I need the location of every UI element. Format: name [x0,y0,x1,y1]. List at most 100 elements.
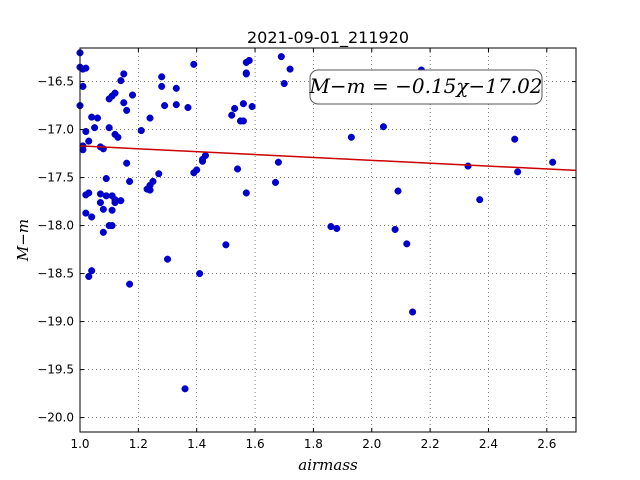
data-point [476,196,484,204]
data-point [128,91,137,99]
data-point [108,222,116,230]
data-point [120,70,128,78]
x-tick-label: 1.6 [246,437,265,451]
data-point [85,272,93,281]
data-point [514,168,522,176]
plot-background [80,48,576,432]
data-point [82,209,90,217]
data-point [79,146,87,154]
data-point [96,190,104,198]
annotation-text: M−m = −0.15χ−17.02 [308,74,542,98]
chart-title: 2021-09-01_211920 [247,28,409,48]
data-point [347,133,355,141]
ticks: 1.0 1.2 1.4 1.6 1.8 2.0 2.2 2.4 2.6 −16.5 −17.0 −17… [37,48,576,451]
data-point [117,77,125,85]
data-point [79,82,87,90]
data-point [196,270,204,278]
data-point [126,280,134,288]
data-point [99,228,107,236]
data-point [242,189,250,197]
data-point [228,111,236,119]
x-tick-label: 2.2 [421,437,440,451]
data-point [280,79,288,88]
data-point [391,225,399,233]
fit-line [79,145,577,172]
data-point [82,64,90,72]
x-tick-label: 1.0 [70,437,89,451]
data-point [82,191,90,199]
data-point [184,103,192,112]
x-tick-label: 1.8 [304,437,323,451]
data-point [105,124,113,132]
annotation-box [309,69,543,105]
data-point [158,73,166,81]
data-point [242,70,250,78]
data-point [88,213,96,221]
data-point [403,240,411,248]
x-axis-label: airmass [298,456,358,474]
data-point [239,100,247,108]
data-point [114,133,122,141]
x-tick-label: 1.2 [129,437,148,451]
x-tick-label: 2.0 [362,437,381,451]
data-point [123,106,131,114]
y-tick-label: −17.5 [37,171,74,185]
data-point [120,99,128,107]
plot-frame [79,47,577,433]
data-point [234,165,242,173]
y-tick-label: −17.0 [37,123,74,137]
data-point [172,101,180,109]
data-point [231,104,239,113]
data-point [286,65,294,73]
data-point [126,177,134,185]
data-point [108,192,116,200]
data-point [181,385,189,393]
data-point [161,102,169,110]
data-point [143,185,151,193]
data-point [239,117,247,125]
data-point [277,53,285,61]
data-point [222,241,230,249]
data-point [193,166,201,174]
data-point [137,127,145,135]
data-point [88,113,96,121]
data-point [464,162,472,170]
data-point [155,170,163,178]
fit-annotation: M−m = −0.15χ−17.02 [308,69,543,105]
data-point [163,255,172,263]
data-point [190,60,198,68]
data-point [108,206,116,214]
data-point [274,158,282,166]
y-tick-label: −16.5 [37,75,74,89]
x-tick-label: 2.4 [479,437,498,451]
plot-area: 1.0 1.2 1.4 1.6 1.8 2.0 2.2 2.4 2.6 −16.5 −17.0 −17… [37,47,577,451]
data-point [158,82,166,90]
data-point [172,84,180,92]
data-points [76,49,557,393]
data-point [198,157,207,165]
y-tick-label: −18.5 [37,267,74,281]
data-point [379,123,387,131]
data-point [93,114,102,122]
data-point [549,158,557,166]
y-tick-label: −18.0 [37,219,74,233]
y-axis-label: M−m [14,219,32,262]
data-point [409,308,417,316]
data-point [271,178,280,186]
data-point [111,89,119,97]
data-point [88,267,96,275]
data-point [91,124,99,132]
x-tick-label: 1.4 [187,437,206,451]
data-point [85,137,93,145]
data-point [146,114,154,122]
y-tick-label: −20.0 [37,411,74,425]
data-point [99,205,107,213]
data-point [82,127,90,136]
data-point [123,159,131,167]
data-point [111,199,119,207]
data-point [248,103,256,111]
data-point [333,224,341,233]
y-tick-label: −19.0 [37,315,74,329]
data-point [245,56,253,65]
